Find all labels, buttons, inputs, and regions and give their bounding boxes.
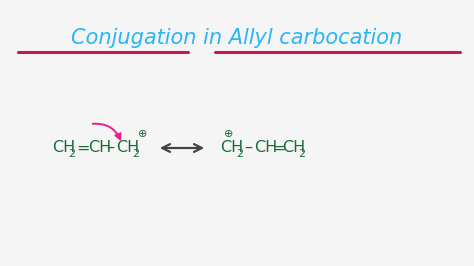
Text: 2: 2 — [68, 149, 75, 159]
Text: CH: CH — [282, 140, 305, 156]
FancyArrowPatch shape — [93, 124, 120, 139]
Text: ⊕: ⊕ — [138, 129, 147, 139]
Text: –: – — [106, 139, 114, 155]
Text: 2: 2 — [236, 149, 243, 159]
Text: CH: CH — [88, 140, 111, 156]
Text: =: = — [272, 140, 285, 156]
Text: =: = — [76, 140, 90, 156]
Text: –: – — [244, 139, 252, 155]
Text: CH: CH — [254, 140, 277, 156]
Text: ⊕: ⊕ — [224, 129, 233, 139]
Text: CH: CH — [220, 140, 243, 156]
Text: CH: CH — [116, 140, 139, 156]
Text: CH: CH — [52, 140, 75, 156]
Text: 2: 2 — [298, 149, 305, 159]
Text: Conjugation in Allyl carbocation: Conjugation in Allyl carbocation — [72, 28, 402, 48]
Text: 2: 2 — [132, 149, 139, 159]
